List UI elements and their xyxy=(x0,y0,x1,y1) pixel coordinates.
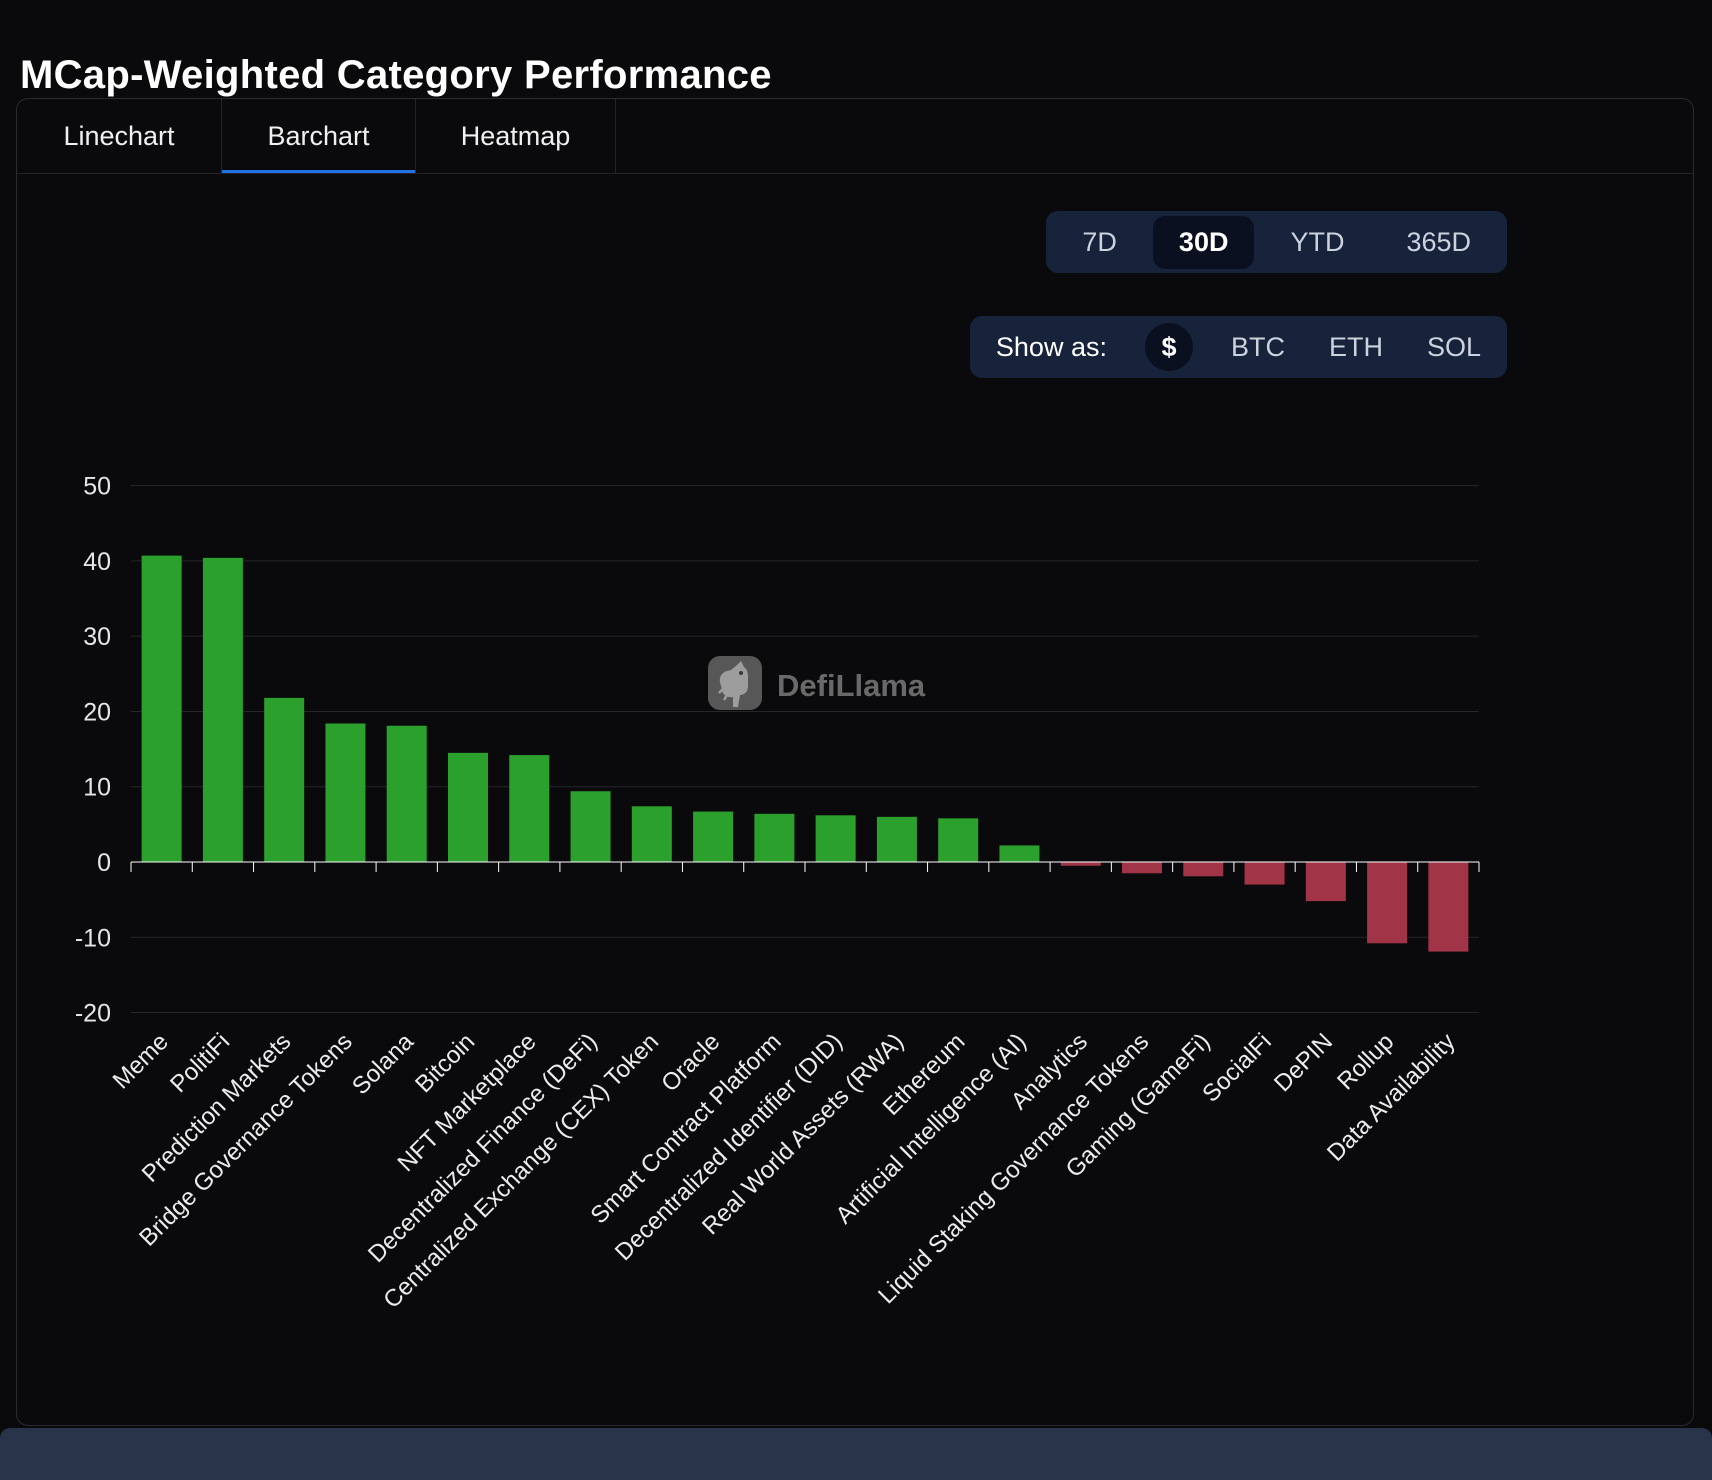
x-axis xyxy=(130,861,1480,872)
bar-Prediction Markets[interactable] xyxy=(264,697,305,862)
bar-Rollup[interactable] xyxy=(1367,862,1408,944)
denom-eth[interactable]: ETH xyxy=(1328,331,1383,362)
chart-panel: Linechart Barchart Heatmap 7D 30D YTD 36… xyxy=(16,98,1694,1426)
bar-Decentralized Identifier (DID)[interactable] xyxy=(815,815,856,862)
x-axis-label: Meme xyxy=(108,1028,174,1094)
y-axis-label: 20 xyxy=(83,698,111,726)
period-selector: 7D 30D YTD 365D xyxy=(1046,211,1507,273)
bar-PolitiFi[interactable] xyxy=(202,557,243,862)
x-axis-label: SocialFi xyxy=(1197,1028,1276,1107)
denomination-selector: Show as: $ BTC ETH SOL xyxy=(969,316,1507,378)
tab-linechart[interactable]: Linechart xyxy=(17,99,222,173)
bar-Analytics[interactable] xyxy=(1060,862,1101,866)
bar-Gaming (GameFi)[interactable] xyxy=(1183,862,1224,877)
bar-Decentralized Finance (DeFi)[interactable] xyxy=(570,791,611,862)
page-title: MCap-Weighted Category Performance xyxy=(20,52,772,97)
bar-Oracle[interactable] xyxy=(693,811,734,862)
y-axis-label: -20 xyxy=(75,1000,111,1028)
bar-Liquid Staking Governance Tokens[interactable] xyxy=(1122,862,1162,874)
tab-barchart[interactable]: Barchart xyxy=(222,99,416,173)
y-axis-label: 30 xyxy=(83,623,111,651)
denom-sol[interactable]: SOL xyxy=(1426,331,1481,362)
show-as-label: Show as: xyxy=(995,331,1107,362)
bar-SocialFi[interactable] xyxy=(1244,862,1285,885)
period-7d[interactable]: 7D xyxy=(1082,226,1117,257)
bar-DePIN[interactable] xyxy=(1305,862,1346,902)
bar-Artificial Intelligence (AI)[interactable] xyxy=(999,845,1040,862)
y-axis-label: -10 xyxy=(75,924,111,952)
bar-Smart Contract Platform[interactable] xyxy=(754,813,795,862)
denom-btc[interactable]: BTC xyxy=(1230,331,1285,362)
footer-bar xyxy=(0,1428,1712,1480)
denom-usd[interactable]: $ xyxy=(1144,323,1193,371)
x-axis-label: DePIN xyxy=(1269,1028,1338,1097)
y-axis-label: 10 xyxy=(83,774,111,802)
bar-Ethereum[interactable] xyxy=(938,818,979,862)
barchart-svg: -20 -10 0 10 20 30 40 50 MemePolitiFiPrediction … xyxy=(75,473,1480,1314)
bar-Solana[interactable] xyxy=(386,725,427,862)
bar-Bridge Governance Tokens[interactable] xyxy=(325,723,366,862)
period-30d[interactable]: 30D xyxy=(1152,215,1255,269)
tab-heatmap[interactable]: Heatmap xyxy=(416,99,616,173)
period-ytd[interactable]: YTD xyxy=(1290,226,1345,257)
y-axis-label: 50 xyxy=(83,473,111,501)
y-axis-labels: -20 -10 0 10 20 30 40 50 xyxy=(75,473,111,1028)
bar-Centralized Exchange (CEX) Token[interactable] xyxy=(631,806,672,862)
bar-Meme[interactable] xyxy=(141,555,182,862)
y-axis-label: 40 xyxy=(83,548,111,576)
bar-Real World Assets (RWA)[interactable] xyxy=(876,816,917,862)
x-axis-label: Solana xyxy=(347,1028,419,1100)
bar-NFT Marketplace[interactable] xyxy=(509,755,550,862)
bar-Bitcoin[interactable] xyxy=(448,752,488,862)
period-365d[interactable]: 365D xyxy=(1406,226,1471,257)
chart-type-tabs: Linechart Barchart Heatmap xyxy=(17,99,1693,174)
barchart-canvas: -20 -10 0 10 20 30 40 50 Meme PolitiFi Prediction … xyxy=(17,99,1695,1427)
bars xyxy=(141,555,1469,952)
y-axis-label: 0 xyxy=(97,849,111,877)
bar-Data Availability[interactable] xyxy=(1428,862,1469,952)
